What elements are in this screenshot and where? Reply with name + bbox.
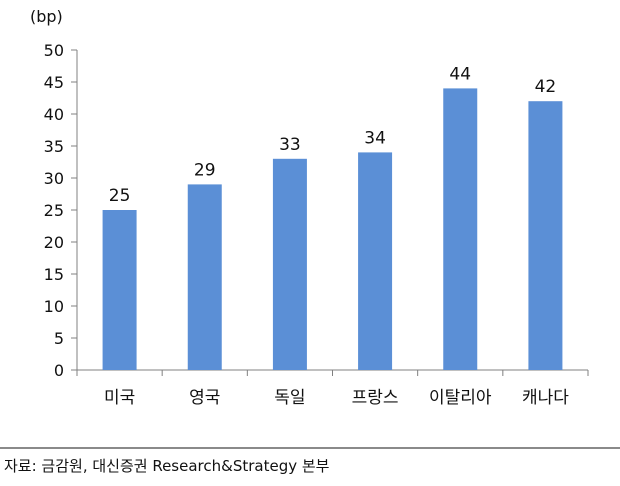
bar-3 bbox=[358, 152, 393, 370]
y-tick-label: 45 bbox=[44, 73, 64, 92]
y-tick-label: 40 bbox=[44, 105, 64, 124]
y-tick-label: 10 bbox=[44, 297, 64, 316]
chart: (bp) 0 5 10 15 20 25 30 35 40 45 50 25 미국 29 영국 33 독일 34 프랑… bbox=[30, 7, 589, 408]
bar-2 bbox=[272, 158, 307, 370]
bar-chart: (bp) 0 5 10 15 20 25 30 35 40 45 50 25 미국 29 영국 33 독일 34 프랑… bbox=[30, 7, 589, 408]
y-tick-label: 30 bbox=[44, 169, 64, 188]
y-tick-label: 50 bbox=[44, 41, 64, 60]
y-tick-label: 0 bbox=[54, 361, 64, 380]
footer-divider bbox=[0, 447, 620, 449]
x-category-label: 미국 bbox=[104, 388, 135, 408]
y-tick-label: 35 bbox=[44, 137, 64, 156]
bar-4 bbox=[443, 88, 478, 371]
x-category-label: 캐나다 bbox=[522, 388, 569, 408]
y-tick-label: 25 bbox=[44, 201, 64, 220]
bar-5 bbox=[528, 101, 563, 370]
data-label: 33 bbox=[279, 135, 301, 155]
data-label: 42 bbox=[535, 77, 557, 97]
x-category-label: 이탈리아 bbox=[429, 388, 492, 408]
y-tick-label: 15 bbox=[44, 265, 64, 284]
y-tick-label: 5 bbox=[54, 329, 64, 348]
x-category-label: 프랑스 bbox=[352, 388, 399, 408]
y-unit-label: (bp) bbox=[30, 7, 63, 26]
bar-0 bbox=[102, 210, 137, 370]
data-label: 44 bbox=[449, 64, 471, 84]
bar-1 bbox=[187, 184, 222, 370]
data-label: 34 bbox=[364, 128, 386, 148]
source-note: 자료: 금감원, 대신증권 Research&Strategy 본부 bbox=[4, 457, 330, 475]
data-label: 29 bbox=[194, 160, 216, 180]
x-category-label: 독일 bbox=[274, 388, 305, 408]
x-category-label: 영국 bbox=[189, 388, 220, 408]
y-tick-label: 20 bbox=[44, 233, 64, 252]
data-label: 25 bbox=[109, 186, 131, 206]
